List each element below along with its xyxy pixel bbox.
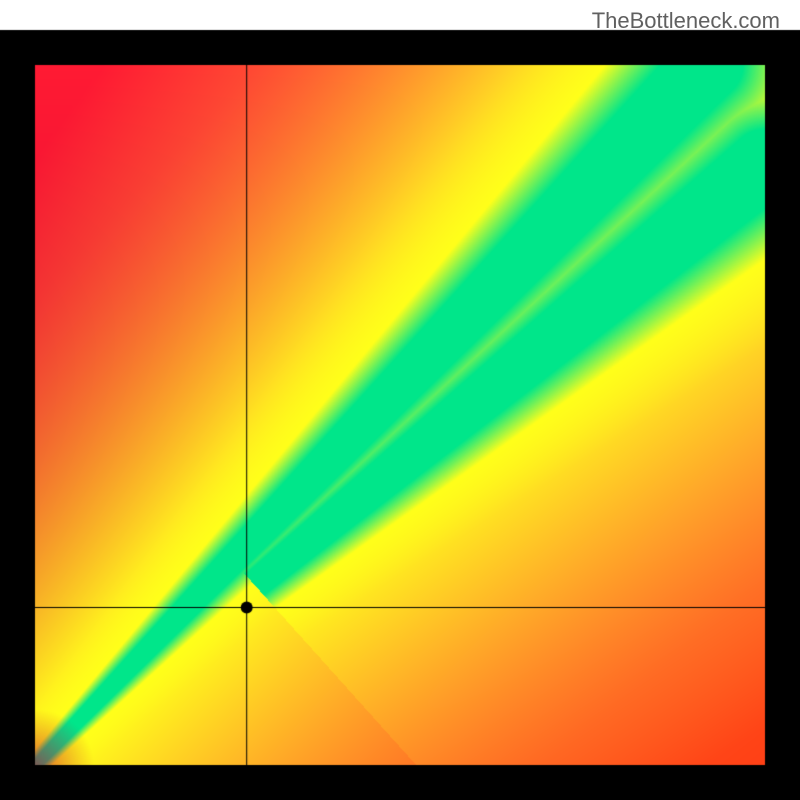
- watermark-text: TheBottleneck.com: [592, 8, 780, 34]
- chart-container: TheBottleneck.com: [0, 0, 800, 800]
- heatmap-canvas: [0, 0, 800, 800]
